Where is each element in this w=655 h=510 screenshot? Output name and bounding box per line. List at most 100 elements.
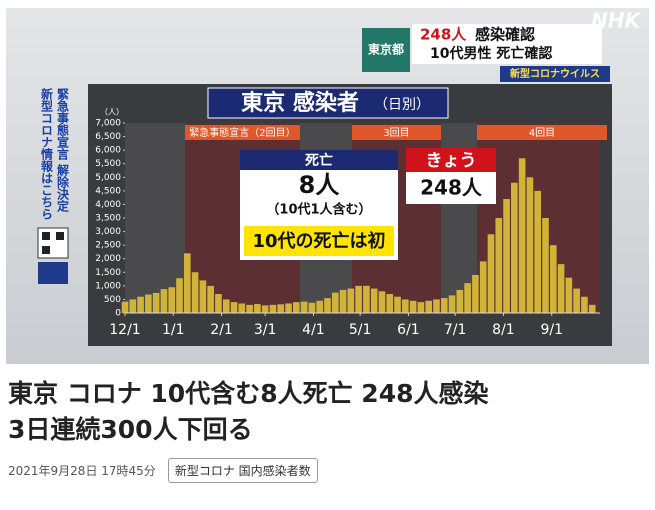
bar xyxy=(160,289,168,313)
bar xyxy=(222,299,230,313)
bar xyxy=(378,291,386,313)
bar xyxy=(293,302,300,313)
bar xyxy=(215,294,222,313)
bar xyxy=(542,218,549,313)
bar xyxy=(168,287,176,313)
bar xyxy=(409,300,417,313)
bar xyxy=(261,305,269,313)
bar xyxy=(137,296,144,313)
caption-count: 248人 xyxy=(420,26,467,44)
y-tick-label: 5,500 xyxy=(95,159,121,169)
side-notice: 緊急事態宣言 解除決定 xyxy=(56,87,70,213)
bar xyxy=(277,304,285,313)
title-box xyxy=(207,87,449,119)
chart-title: 東京 感染者 xyxy=(241,90,359,116)
side-link: 新型コロナ情報はこちら xyxy=(40,87,54,220)
bar xyxy=(230,302,238,313)
x-tick-label: 12/1 xyxy=(109,322,140,338)
bar xyxy=(573,288,580,313)
bar xyxy=(246,304,253,313)
bar xyxy=(472,275,479,313)
period-label: 4回目 xyxy=(529,127,555,139)
bar xyxy=(565,277,573,313)
date: 2021年9月28日 17時45分 xyxy=(8,464,156,478)
y-tick-label: 3,500 xyxy=(95,214,121,224)
y-tick-label: 500 xyxy=(104,295,121,305)
period-label-box xyxy=(477,125,607,140)
period-label: 3回目 xyxy=(383,127,409,139)
y-tick-label: 0 xyxy=(115,309,121,319)
bar xyxy=(339,289,347,313)
app-badge xyxy=(38,262,68,284)
x-tick-label: 9/1 xyxy=(540,322,563,338)
bar xyxy=(355,285,362,313)
bar xyxy=(129,299,137,313)
death-header xyxy=(240,150,398,170)
bar xyxy=(588,304,596,313)
bar xyxy=(347,288,355,313)
tag[interactable]: 新型コロナ 国内感染者数 xyxy=(167,458,318,483)
bar xyxy=(370,288,378,313)
caption-line2: 10代男性 死亡確認 xyxy=(430,45,552,62)
bar xyxy=(534,190,542,313)
bar xyxy=(511,182,518,313)
bar xyxy=(121,301,129,313)
y-tick-label: 4,000 xyxy=(95,200,121,210)
bar xyxy=(549,245,557,313)
x-tick-label: 6/1 xyxy=(397,322,420,338)
y-tick-label: 4,500 xyxy=(95,186,121,196)
y-tick-label: 6,500 xyxy=(95,132,121,142)
bar xyxy=(331,292,339,313)
x-tick-label: 5/1 xyxy=(349,322,372,338)
bar xyxy=(557,264,565,313)
bar xyxy=(145,294,152,313)
bar xyxy=(448,295,456,313)
death-highlight: 10代の死亡は初 xyxy=(252,230,385,252)
death-highlight-box xyxy=(244,226,394,256)
death-label: 死亡 xyxy=(304,152,333,169)
y-tick-label: 2,000 xyxy=(95,254,121,264)
period-label: 緊急事態宣言（2回目） xyxy=(189,126,295,139)
news-image: NHK 東京都 248人 感染確認 10代男性 死亡確認 新型コロナウイルス 緊… xyxy=(6,8,649,364)
y-unit: （人） xyxy=(100,108,124,117)
x-tick-label: 7/1 xyxy=(444,322,467,338)
bar xyxy=(183,253,191,313)
bar xyxy=(324,298,331,313)
period-label-box xyxy=(185,125,300,140)
y-tick-label: 3,000 xyxy=(95,227,121,237)
x-tick-label: 4/1 xyxy=(302,322,325,338)
y-tick-label: 1,500 xyxy=(95,268,121,278)
bar xyxy=(316,300,323,313)
article: 東京 コロナ 10代含む8人死亡 248人感染 3日連続300人下回る 2021… xyxy=(8,376,648,483)
y-tick-label: 2,500 xyxy=(95,241,121,251)
bar xyxy=(199,280,207,313)
y-tick-label: 5,000 xyxy=(95,173,121,183)
bar xyxy=(207,285,214,313)
x-tick-label: 2/1 xyxy=(210,322,233,338)
overlay: 死亡 8人 （10代1人含む） 10代の死亡は初 きょう 248人 xyxy=(240,148,496,260)
x-tick-label: 8/1 xyxy=(492,322,515,338)
place: 東京都 xyxy=(368,42,404,57)
death-note: （10代1人含む） xyxy=(266,202,371,218)
bar xyxy=(402,299,409,313)
topic-bar xyxy=(500,66,610,82)
meta: 2021年9月28日 17時45分 新型コロナ 国内感染者数 xyxy=(8,458,648,483)
bar xyxy=(518,158,526,313)
x-tick-label: 3/1 xyxy=(254,322,277,338)
bar xyxy=(238,303,246,313)
y-tick-label: 7,000 xyxy=(95,119,121,129)
bar xyxy=(176,278,183,313)
bar xyxy=(464,283,471,313)
bar xyxy=(495,218,503,313)
today-label: きょう xyxy=(426,151,477,171)
bar xyxy=(394,296,401,313)
caption-text: 感染確認 xyxy=(475,26,535,44)
today-box xyxy=(406,172,496,204)
qr-part xyxy=(42,232,50,240)
bar xyxy=(152,292,160,313)
bar xyxy=(363,285,370,313)
death-count: 8人 xyxy=(299,171,340,199)
caption-box xyxy=(412,24,602,64)
today-header xyxy=(406,148,496,172)
